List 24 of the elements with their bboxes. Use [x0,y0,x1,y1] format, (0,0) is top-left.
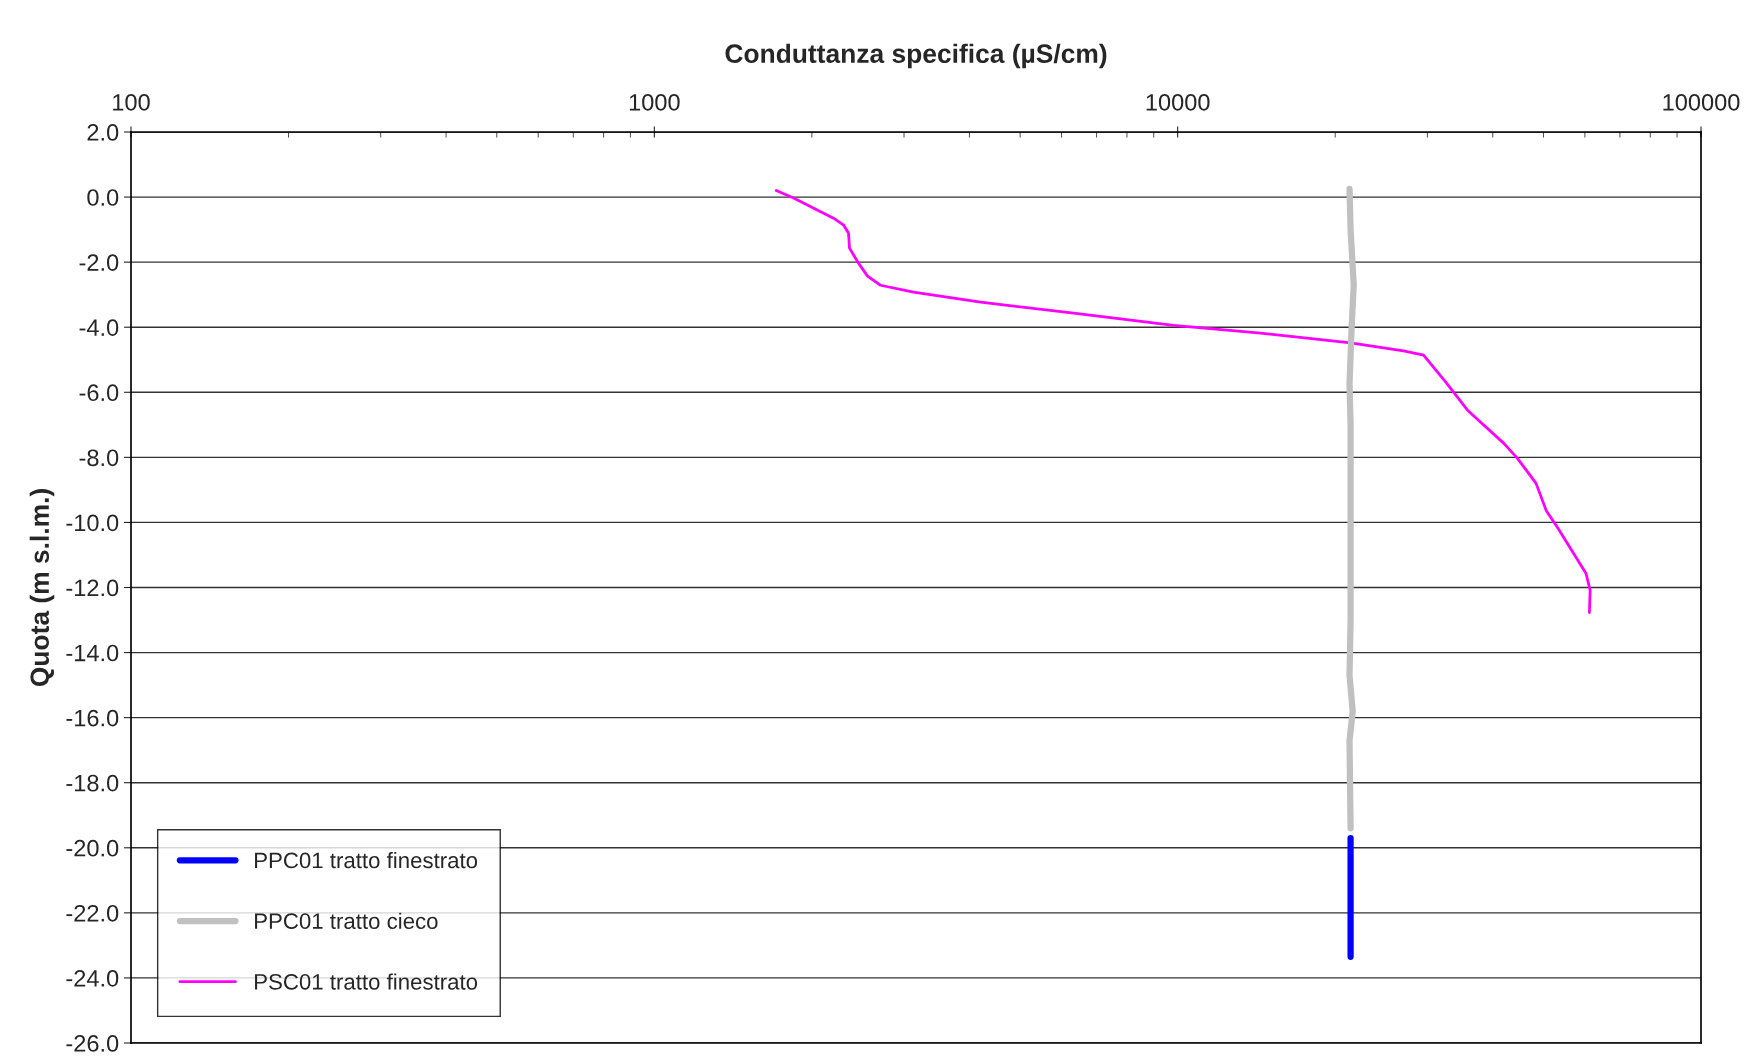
y-tick-label: -6.0 [79,384,119,402]
y-tick-label: 0.0 [87,189,119,206]
legend-label: PSC01 tratto finestrato [255,973,478,990]
y-tick-label: -4.0 [79,319,119,336]
y-tick-label: -18.0 [66,774,119,792]
y-tick-label: -12.0 [66,579,119,597]
x-axis-title: Conduttanza specifica (µS/cm) [725,43,1107,69]
y-tick-label: -10.0 [66,514,119,532]
x-tick-label: 10000 [1146,93,1210,111]
y-tick-label: -24.0 [66,970,119,987]
y-tick-label: -2.0 [79,254,119,271]
legend-label: PPC01 tratto cieco [255,912,438,929]
x-tick-label: 100 [113,93,150,111]
x-tick-label: 100000 [1663,93,1740,111]
y-tick-label: -16.0 [66,709,119,727]
y-axis-title: Quota (m s.l.m.) [29,489,55,687]
y-tick-label: -8.0 [79,449,119,467]
x-tick-label: 1000 [629,93,680,111]
y-tick-label: -20.0 [66,839,119,857]
y-tick-label: -26.0 [66,1035,119,1052]
y-tick-label: 2.0 [87,124,119,141]
y-tick-label: -14.0 [66,644,119,662]
y-tick-label: -22.0 [66,904,119,922]
legend-label: PPC01 tratto finestrato [255,851,478,869]
